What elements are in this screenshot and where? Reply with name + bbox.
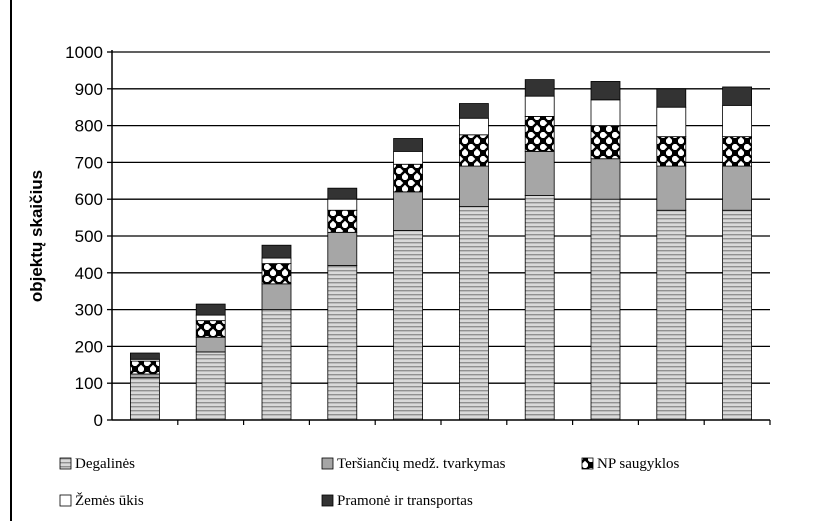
bar-segment-1 bbox=[261, 309, 292, 421]
y-tick-label: 600 bbox=[75, 190, 103, 209]
bar-segment-3 bbox=[261, 263, 292, 285]
bar-segment-2 bbox=[393, 191, 424, 231]
bar-segment-2 bbox=[524, 150, 555, 196]
bar-segment-5 bbox=[458, 103, 489, 119]
bar-segment-4 bbox=[722, 104, 752, 138]
bar-segment-2 bbox=[458, 165, 489, 207]
y-tick-label: 1000 bbox=[65, 43, 103, 62]
bar-segment-1 bbox=[656, 209, 687, 421]
bar-segment-5 bbox=[590, 81, 621, 101]
bar-segment-3 bbox=[393, 163, 424, 193]
bar-segment-3 bbox=[656, 136, 687, 167]
bar-segment-5 bbox=[129, 352, 160, 360]
y-tick-label: 400 bbox=[75, 264, 103, 283]
bar-segment-5 bbox=[524, 79, 555, 97]
bar-segment-5 bbox=[327, 187, 358, 200]
bar-segment-1 bbox=[590, 198, 621, 421]
y-tick-label: 200 bbox=[75, 337, 103, 356]
y-tick-label: 300 bbox=[75, 301, 103, 320]
bar-segment-4 bbox=[458, 117, 489, 136]
bars bbox=[129, 79, 771, 425]
y-tick-label: 800 bbox=[75, 117, 103, 136]
legend-swatch bbox=[321, 494, 334, 507]
bar-segment-4 bbox=[261, 257, 292, 264]
bar-segment-5 bbox=[722, 86, 752, 106]
bar-segment-1 bbox=[393, 230, 424, 421]
legend-swatch bbox=[321, 457, 334, 470]
y-tick-label: 900 bbox=[75, 80, 103, 99]
y-ticks: 0 100 200 300 400 500 600 700 800 900 1000 bbox=[65, 43, 112, 430]
bar-segment-5 bbox=[195, 303, 226, 316]
bar-segment-1 bbox=[195, 351, 226, 421]
bar-segment-4 bbox=[590, 99, 621, 126]
bar-segment-4 bbox=[524, 95, 555, 117]
bar-segment-1 bbox=[129, 377, 160, 421]
legend: Degalinės Teršiančių medž. tvarkymas NP sa… bbox=[59, 456, 680, 509]
y-tick-label: 500 bbox=[75, 227, 103, 246]
bar-segment-3 bbox=[129, 360, 160, 375]
bar-segment-3 bbox=[524, 116, 555, 152]
legend-swatch bbox=[581, 457, 594, 470]
bar-segment-3 bbox=[722, 136, 752, 167]
bar-segment-1 bbox=[458, 206, 489, 421]
legend-swatch bbox=[59, 494, 72, 507]
legend-label: Pramonė ir transportas bbox=[337, 493, 473, 509]
bar-segment-5 bbox=[261, 244, 292, 259]
bar-segment-3 bbox=[327, 209, 358, 233]
bar-segment-5 bbox=[656, 88, 687, 108]
bar-segment-1 bbox=[722, 209, 752, 421]
bar-segment-5 bbox=[393, 138, 424, 152]
bar-segment-2 bbox=[590, 158, 621, 200]
bar-segment-2 bbox=[656, 165, 687, 211]
bar-segment-3 bbox=[458, 134, 489, 167]
y-axis-label: objektų skaičius bbox=[27, 170, 46, 302]
y-tick-label: 700 bbox=[75, 153, 103, 172]
legend-swatch bbox=[59, 457, 72, 470]
bar-segment-3 bbox=[590, 125, 621, 160]
bar-segment-3 bbox=[195, 320, 226, 338]
y-tick-label: 100 bbox=[75, 374, 103, 393]
legend-label: Degalinės bbox=[75, 456, 135, 472]
bar-segment-1 bbox=[524, 195, 555, 421]
legend-label: Teršiančių medž. tvarkymas bbox=[337, 456, 506, 472]
bar-segment-4 bbox=[195, 314, 226, 322]
y-tick-label: 0 bbox=[94, 411, 103, 430]
bar-segment-2 bbox=[327, 231, 358, 266]
bar-segment-4 bbox=[656, 106, 687, 138]
bar-segment-2 bbox=[129, 373, 160, 379]
legend-label: NP saugyklos bbox=[597, 456, 680, 472]
bar-segment-4 bbox=[393, 150, 424, 165]
bar-segment-2 bbox=[722, 165, 752, 211]
bar-segment-2 bbox=[195, 336, 226, 353]
bar-segment-1 bbox=[327, 265, 358, 421]
bar-segment-2 bbox=[261, 283, 292, 310]
legend-label: Žemės ūkis bbox=[75, 492, 144, 509]
axes bbox=[111, 50, 770, 421]
bar-segment-4 bbox=[327, 198, 358, 211]
